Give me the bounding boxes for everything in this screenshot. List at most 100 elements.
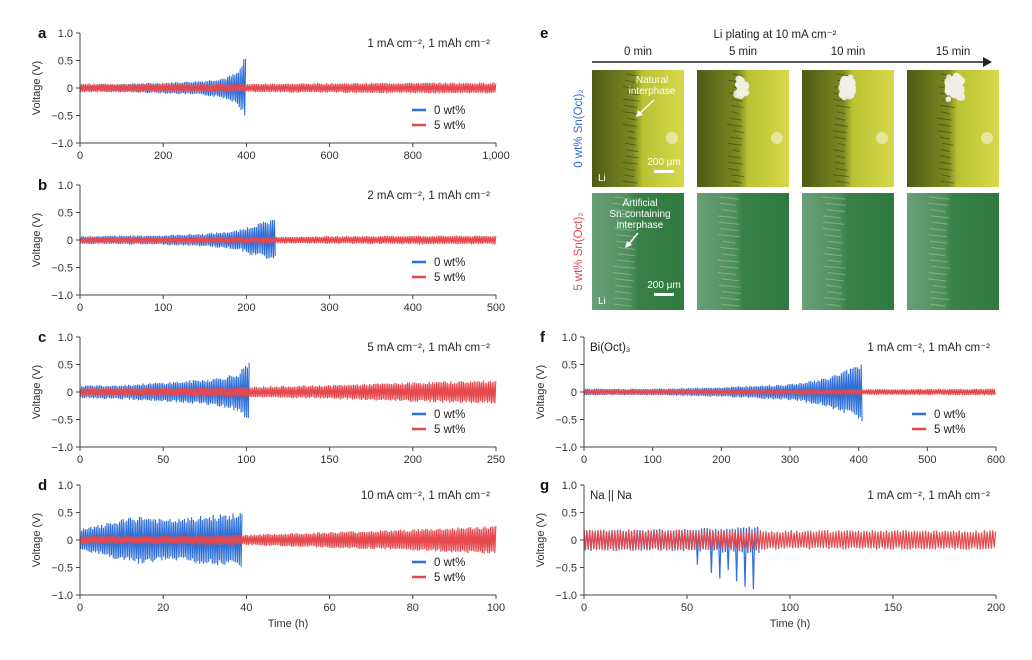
micrograph-0wt-0 xyxy=(592,70,684,187)
traces-a xyxy=(79,58,497,116)
texture-line xyxy=(940,155,951,159)
texture-line xyxy=(616,259,635,263)
texture-line xyxy=(936,117,952,121)
x-tick-label-f: 0 xyxy=(581,454,587,466)
x-tick-label-b: 400 xyxy=(404,302,422,314)
x-tick-label-g: 0 xyxy=(581,602,587,614)
x-tick-label-f: 600 xyxy=(987,454,1005,466)
legend-label-b: 5 wt% xyxy=(434,272,465,284)
li-label: Li xyxy=(598,173,606,184)
dendrite-particle xyxy=(849,93,855,98)
texture-line xyxy=(929,228,947,231)
x-tick-label-a: 200 xyxy=(154,150,172,162)
x-tick-label-a: 0 xyxy=(77,150,83,162)
texture-line xyxy=(729,136,744,140)
x-tick-label-a: 1,000 xyxy=(482,150,510,162)
texture-line xyxy=(833,98,845,102)
texture-line xyxy=(622,161,639,165)
texture-line xyxy=(617,253,636,257)
note-artificial: Artificial xyxy=(622,198,657,209)
traces-d xyxy=(79,512,497,567)
dendrite-particle xyxy=(742,83,750,91)
panel-e: e Li plating at 10 mA cm⁻² 0 min 5 min 10 mi… xyxy=(540,25,999,310)
x-tick-label-c: 150 xyxy=(320,454,338,466)
x-tick-label-b: 0 xyxy=(77,302,83,314)
texture-line xyxy=(727,142,742,146)
texture-line xyxy=(825,202,846,206)
scale-bar-label: 200 μm xyxy=(647,280,681,291)
panel-letter-a: a xyxy=(38,25,47,42)
panel-g: g −1.0 −0.5 0 0.5 1.0 0 50 100 150 200 Voltage (V) T… xyxy=(535,477,1005,630)
x-tick-label-f: 400 xyxy=(849,454,867,466)
time-label: 15 min xyxy=(936,46,971,58)
condition-label-f: 1 mA cm⁻², 1 mAh cm⁻² xyxy=(867,342,990,354)
y-tick-label-a: −0.5 xyxy=(51,111,73,123)
texture-line xyxy=(827,259,842,263)
texture-line xyxy=(622,86,636,90)
condition-label-c: 5 mA cm⁻², 1 mAh cm⁻² xyxy=(367,342,490,354)
dendrite-particle xyxy=(843,86,853,96)
dendrite-particle xyxy=(733,90,742,99)
x-tick-label-g: 100 xyxy=(781,602,799,614)
legend-label-a: 5 wt% xyxy=(434,120,465,132)
y-tick-label-c: −1.0 xyxy=(51,442,73,454)
texture-line xyxy=(613,303,632,307)
texture-line xyxy=(626,92,640,96)
series-f-5wt xyxy=(583,388,996,396)
bubble xyxy=(981,132,993,144)
x-tick-label-d: 80 xyxy=(407,602,419,614)
texture-line xyxy=(827,240,843,244)
note-arrowhead-icon xyxy=(636,110,643,117)
texture-line xyxy=(719,196,739,200)
scale-bar xyxy=(654,170,674,173)
legend-label-c: 0 wt% xyxy=(434,409,465,421)
y-tick-label-g: 0.5 xyxy=(562,508,577,520)
texture-line xyxy=(822,228,841,231)
micrograph-5wt-3 xyxy=(907,193,999,310)
texture-line xyxy=(826,246,841,250)
y-axis-label-f: Voltage (V) xyxy=(535,365,547,419)
y-tick-label-a: 1.0 xyxy=(58,28,73,40)
texture-line xyxy=(614,284,632,288)
texture-line xyxy=(827,291,842,294)
x-tick-label-d: 100 xyxy=(487,602,505,614)
texture-line xyxy=(835,117,846,121)
panel-c: c −1.0 −0.5 0 0.5 1.0 0 50 100 150 200 250 Voltage (… xyxy=(31,329,505,466)
texture-line xyxy=(622,123,638,127)
texture-line xyxy=(825,278,844,282)
dendrite-particle xyxy=(944,78,950,84)
texture-line xyxy=(625,155,639,159)
texture-line xyxy=(835,161,846,165)
texture-line xyxy=(824,234,842,238)
traces-f xyxy=(583,364,996,422)
x-tick-label-d: 20 xyxy=(157,602,169,614)
y-tick-label-d: 0 xyxy=(67,535,73,547)
texture-line xyxy=(721,253,737,257)
x-tick-label-f: 200 xyxy=(712,454,730,466)
texture-line xyxy=(623,98,640,102)
texture-line xyxy=(826,209,845,213)
texture-line xyxy=(718,221,740,225)
texture-line xyxy=(732,73,743,77)
micrograph-5wt-2 xyxy=(802,193,894,310)
y-tick-label-f: 0.5 xyxy=(562,360,577,372)
x-tick-label-g: 50 xyxy=(681,602,693,614)
dendrite-particle xyxy=(737,87,742,92)
legend-label-d: 0 wt% xyxy=(434,557,465,569)
texture-line xyxy=(822,196,846,200)
x-tick-label-d: 40 xyxy=(240,602,252,614)
y-tick-label-c: 0.5 xyxy=(58,360,73,372)
texture-line xyxy=(937,130,952,134)
texture-line xyxy=(728,161,744,165)
li-label: Li xyxy=(598,296,606,307)
condition-label-d: 10 mA cm⁻², 1 mAh cm⁻² xyxy=(361,490,490,502)
texture-line xyxy=(940,161,952,165)
panel-e-title: Li plating at 10 mA cm⁻² xyxy=(713,29,836,41)
panel-a: a −1.0 −0.5 0 0.5 1.0 0 200 400 600 800 1,000 Voltag… xyxy=(31,25,510,162)
y-axis-label-a: Voltage (V) xyxy=(31,61,43,115)
dendrite-particle xyxy=(946,96,952,101)
texture-line xyxy=(731,105,744,108)
texture-line xyxy=(939,123,952,127)
texture-line xyxy=(930,215,949,219)
traces-b xyxy=(79,219,497,259)
